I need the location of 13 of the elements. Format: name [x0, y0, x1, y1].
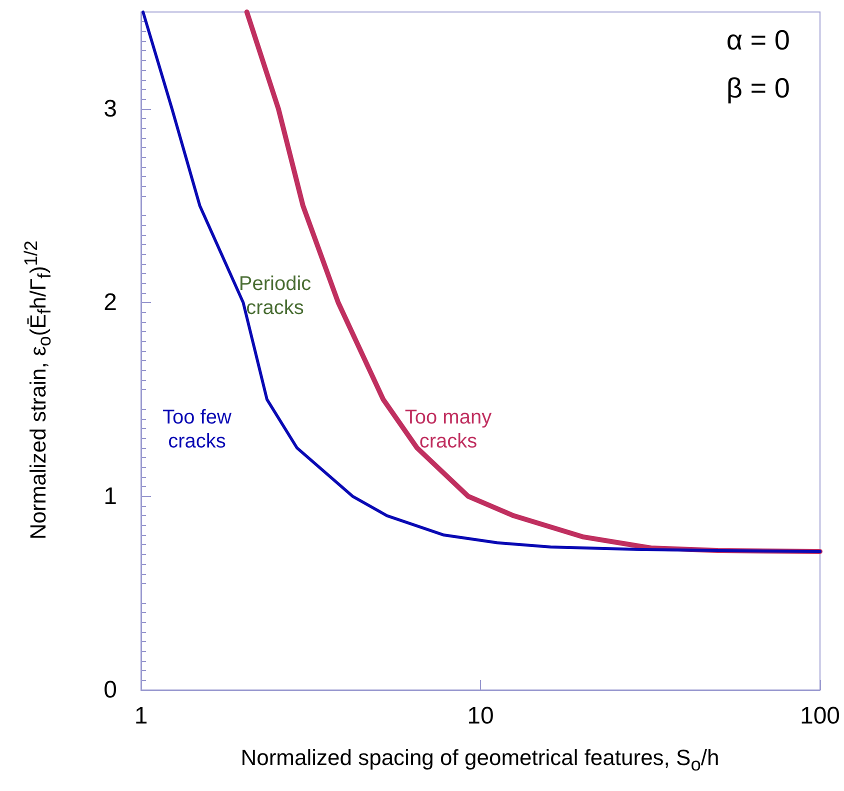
series-label: Too many cracks [404, 406, 492, 452]
y-tick-label: 0 [104, 676, 117, 704]
x-tick-label: 1 [134, 702, 148, 730]
x-tick-label: 10 [467, 702, 494, 730]
y-tick-label: 3 [104, 95, 117, 122]
annotation: α = 0 [726, 24, 790, 56]
x-axis-title: Normalized spacing of geometrical features, S$_{o}$/h [240, 745, 720, 776]
x-tick-label: 100 [800, 702, 840, 730]
annotation: Periodic cracks [238, 273, 312, 319]
series-label: Too few cracks [162, 406, 232, 452]
y-tick-label: 2 [104, 289, 117, 316]
y-tick-label: 1 [104, 482, 117, 510]
annotation: β = 0 [726, 72, 790, 104]
